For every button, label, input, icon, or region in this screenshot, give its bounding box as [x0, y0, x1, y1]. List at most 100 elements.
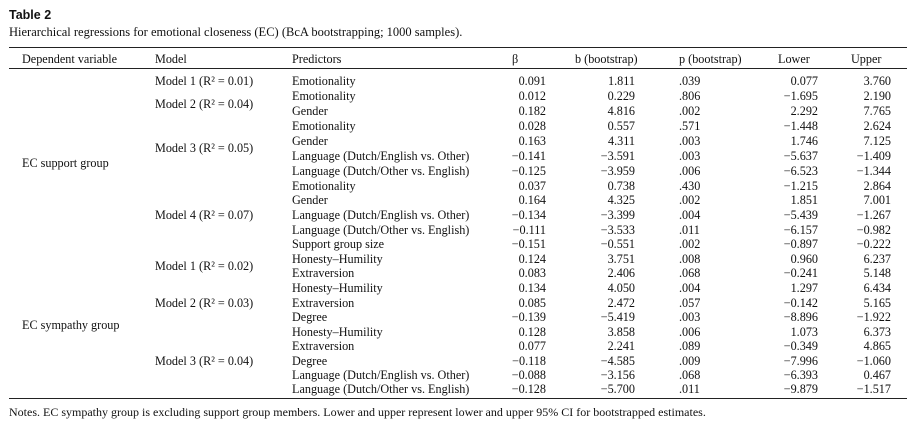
lower-cell: 1.851	[790, 193, 818, 207]
lower-cell: 1.297	[790, 281, 818, 295]
upper-cell: 3.760	[863, 74, 891, 88]
p-cell: .003	[679, 149, 701, 163]
b-cell: 4.325	[607, 193, 635, 207]
upper-cell: 7.125	[863, 134, 891, 148]
p-cell: .002	[679, 237, 701, 251]
predictor-cell: Gender	[292, 193, 328, 207]
b-cell: −0.551	[600, 237, 635, 251]
beta-cell: 0.077	[518, 339, 546, 353]
top-rule	[9, 47, 907, 48]
beta-cell: 0.164	[518, 193, 546, 207]
predictor-cell: Extraversion	[292, 266, 355, 280]
dependent-variable-label: EC support group	[22, 156, 109, 170]
predictor-cell: Honesty–Humility	[292, 252, 383, 266]
beta-cell: −0.128	[511, 382, 546, 396]
header-beta: β	[512, 52, 519, 66]
beta-cell: −0.125	[511, 164, 546, 178]
upper-cell: −1.922	[856, 310, 891, 324]
lower-cell: −0.897	[783, 237, 818, 251]
b-cell: −5.700	[600, 382, 635, 396]
p-cell: .004	[679, 208, 701, 222]
p-cell: .039	[679, 74, 701, 88]
beta-cell: −0.118	[512, 354, 546, 368]
p-cell: .006	[679, 164, 701, 178]
p-cell: .806	[679, 89, 701, 103]
table-caption: Hierarchical regressions for emotional c…	[9, 25, 463, 39]
b-cell: 2.472	[607, 296, 635, 310]
predictor-cell: Emotionality	[292, 74, 356, 88]
lower-cell: −6.393	[783, 368, 818, 382]
predictor-cell: Emotionality	[292, 179, 356, 193]
predictor-cell: Extraversion	[292, 296, 355, 310]
beta-cell: 0.091	[518, 74, 546, 88]
beta-cell: −0.111	[512, 223, 546, 237]
upper-cell: 6.434	[863, 281, 891, 295]
upper-cell: −1.409	[856, 149, 891, 163]
lower-cell: −7.996	[783, 354, 818, 368]
lower-cell: −1.695	[783, 89, 818, 103]
table-notes: Notes. EC sympathy group is excluding su…	[9, 405, 706, 419]
upper-cell: 6.373	[863, 325, 891, 339]
header-rule	[9, 68, 907, 69]
model-label: Model 3 (R² = 0.05)	[155, 141, 254, 155]
beta-cell: −0.141	[511, 149, 546, 163]
dependent-variable-label: EC sympathy group	[22, 318, 120, 332]
upper-cell: 7.001	[863, 193, 891, 207]
beta-cell: 0.083	[518, 266, 546, 280]
beta-cell: 0.012	[518, 89, 546, 103]
b-cell: 2.241	[607, 339, 635, 353]
beta-cell: 0.134	[518, 281, 546, 295]
b-cell: 4.816	[607, 104, 635, 118]
upper-cell: −1.517	[856, 382, 891, 396]
p-cell: .009	[679, 354, 701, 368]
b-cell: −3.533	[600, 223, 635, 237]
b-cell: −3.156	[600, 368, 635, 382]
beta-cell: −0.139	[511, 310, 546, 324]
beta-cell: 0.163	[518, 134, 546, 148]
beta-cell: −0.151	[511, 237, 546, 251]
predictor-cell: Degree	[292, 354, 328, 368]
predictor-cell: Language (Dutch/English vs. Other)	[292, 368, 470, 382]
b-cell: 3.751	[607, 252, 635, 266]
b-cell: −5.419	[600, 310, 635, 324]
b-cell: 0.229	[607, 89, 635, 103]
p-cell: .430	[679, 179, 701, 193]
table-label: Table 2	[9, 8, 52, 22]
header-p-bootstrap: p (bootstrap)	[679, 52, 742, 66]
b-cell: 4.311	[608, 134, 635, 148]
model-label: Model 1 (R² = 0.02)	[155, 259, 254, 273]
beta-cell: 0.182	[518, 104, 546, 118]
p-cell: .003	[679, 310, 701, 324]
lower-cell: −0.349	[783, 339, 818, 353]
model-label: Model 3 (R² = 0.04)	[155, 354, 254, 368]
b-cell: 1.811	[608, 74, 635, 88]
lower-cell: −1.448	[783, 119, 818, 133]
b-cell: 0.738	[607, 179, 635, 193]
beta-cell: −0.088	[511, 368, 546, 382]
b-cell: −3.591	[600, 149, 635, 163]
predictor-cell: Extraversion	[292, 339, 355, 353]
p-cell: .002	[679, 104, 701, 118]
p-cell: .002	[679, 193, 701, 207]
predictor-cell: Language (Dutch/English vs. Other)	[292, 208, 470, 222]
lower-cell: −5.637	[783, 149, 818, 163]
predictor-cell: Language (Dutch/Other vs. English)	[292, 164, 470, 178]
beta-cell: 0.028	[518, 119, 546, 133]
model-label: Model 2 (R² = 0.04)	[155, 97, 254, 111]
model-label: Model 1 (R² = 0.01)	[155, 74, 254, 88]
lower-cell: −5.439	[783, 208, 818, 222]
lower-cell: 1.746	[790, 134, 818, 148]
lower-cell: −0.142	[783, 296, 818, 310]
beta-cell: −0.134	[511, 208, 546, 222]
upper-cell: 6.237	[863, 252, 891, 266]
predictor-cell: Degree	[292, 310, 328, 324]
predictor-cell: Language (Dutch/Other vs. English)	[292, 223, 470, 237]
p-cell: .057	[679, 296, 701, 310]
lower-cell: 0.077	[790, 74, 818, 88]
p-cell: .008	[679, 252, 701, 266]
header-lower: Lower	[778, 52, 810, 66]
p-cell: .571	[679, 119, 701, 133]
upper-cell: −1.267	[856, 208, 891, 222]
upper-cell: 2.624	[863, 119, 891, 133]
